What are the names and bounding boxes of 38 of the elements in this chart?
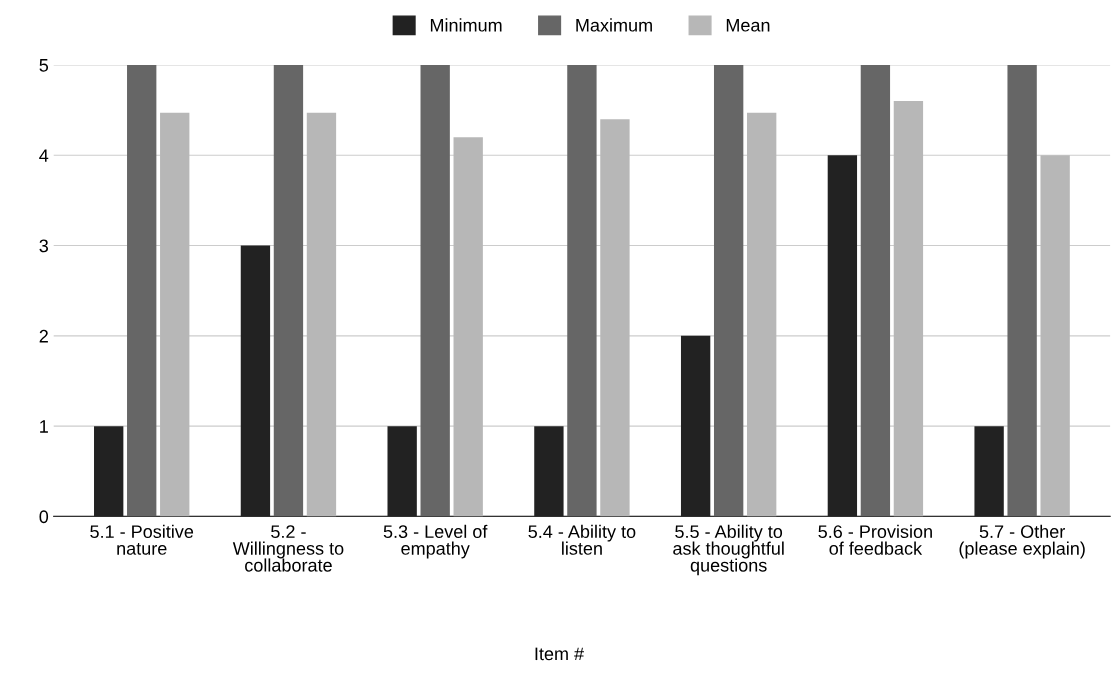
bar [680,335,711,517]
bar [567,64,597,517]
bar [94,426,124,517]
x-tick-label: 5.1 - Positive nature [90,524,194,555]
y-tick-label: 3 [39,239,49,253]
bar [453,137,483,517]
bar [127,64,157,517]
bar [1007,64,1037,517]
bar [387,426,417,517]
x-tick-label: 5.7 - Other (please explain) [959,524,1085,559]
bar [713,64,744,517]
bar [273,64,304,517]
legend-label: Maximum [576,18,652,32]
y-tick-label: 4 [39,149,49,162]
y-tick-label: 5 [39,59,49,72]
x-tick-label: 5.6 - Provision of feedback [818,524,932,555]
legend-label: Minimum [430,18,502,32]
bar [600,119,630,517]
bar [306,112,337,517]
bar [240,245,271,517]
bar [893,101,924,517]
x-tick-label: 5.5 - Ability to ask thoughtful questions [673,524,784,576]
y-tick-label: 2 [39,329,48,343]
x-tick-label: 5.3 - Level of empathy [383,524,488,559]
x-tick-label: 5.2 - Willingness to collaborate [232,525,344,572]
legend-label: Mean [726,19,770,32]
bar [747,112,777,517]
bar [420,64,450,517]
bar [160,112,190,517]
y-tick-label: 0 [39,510,49,524]
y-tick-label: 1 [40,420,48,433]
bar [827,155,858,517]
x-axis-title: Item # [535,647,584,661]
bar [974,426,1004,517]
bar [534,426,564,517]
bar [860,64,891,517]
bar [1040,155,1070,517]
x-tick-label: 5.4 - Ability to listen [528,524,636,555]
